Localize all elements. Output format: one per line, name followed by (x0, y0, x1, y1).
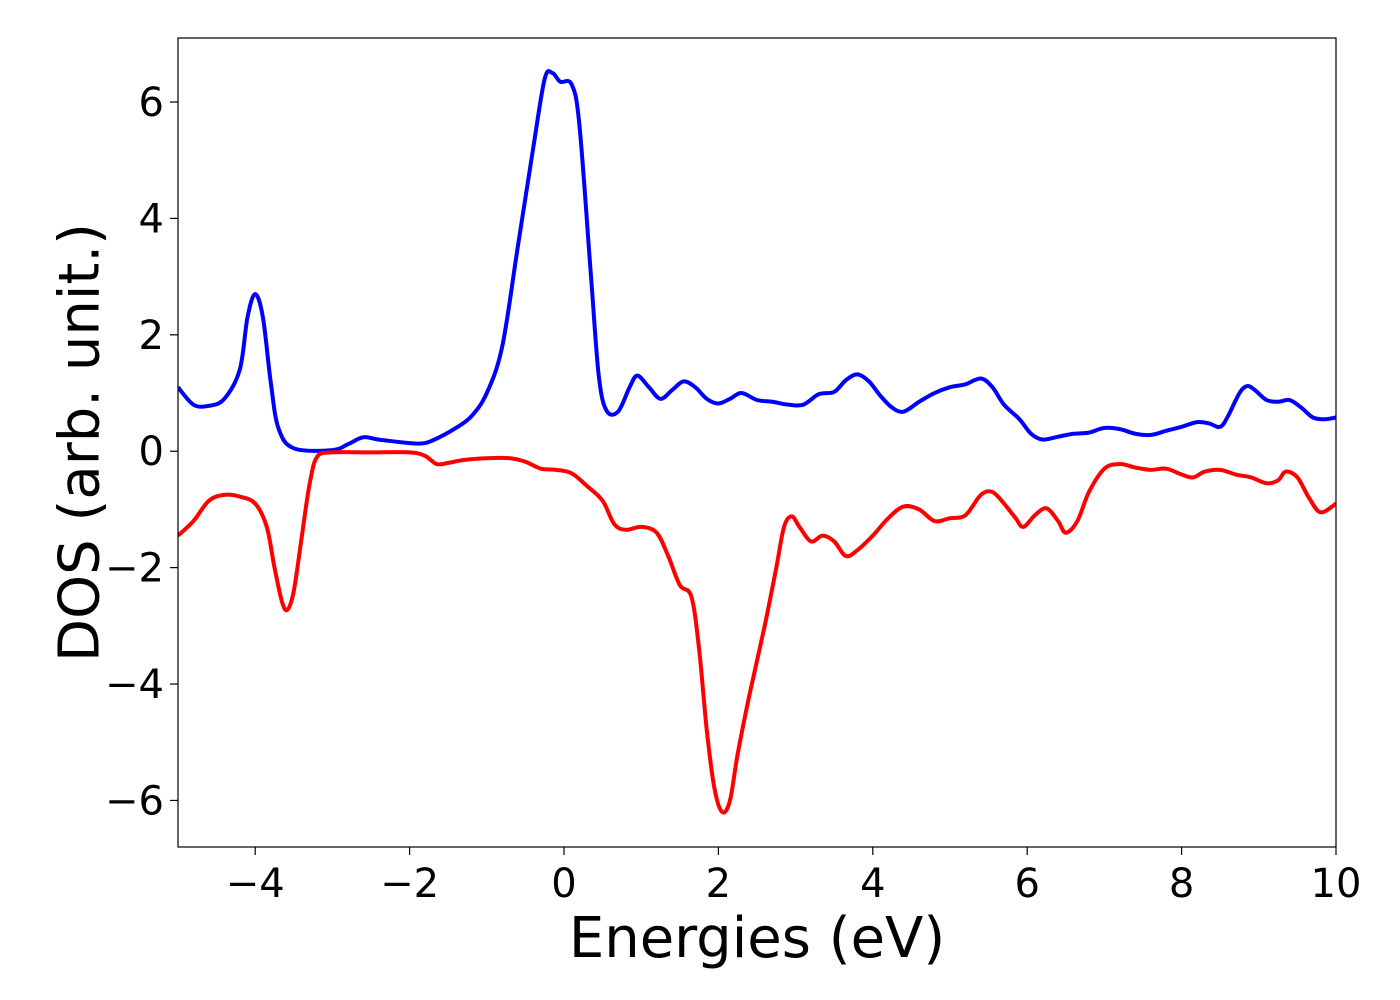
x-tick-label: −4 (226, 861, 285, 907)
x-tick-label: 2 (706, 861, 731, 907)
y-tick-label: −2 (105, 546, 164, 592)
y-tick-label: 0 (139, 429, 164, 475)
x-axis-label: Energies (eV) (569, 906, 945, 971)
x-tick-label: −2 (380, 861, 439, 907)
y-tick-label: −6 (105, 778, 164, 824)
y-tick-label: 2 (139, 313, 164, 359)
x-tick-label: 8 (1169, 861, 1194, 907)
x-tick-label: 6 (1014, 861, 1039, 907)
x-tick-label: 4 (860, 861, 885, 907)
plot-frame (177, 37, 1337, 848)
x-axis: −4 −2 0 2 4 6 8 10 (226, 847, 1362, 907)
x-tick-label: 10 (1311, 861, 1362, 907)
y-axis: −6 −4 −2 0 2 4 6 (105, 80, 178, 824)
y-tick-label: 4 (139, 196, 164, 242)
series-line-1 (178, 68, 1336, 453)
y-tick-label: 6 (139, 80, 164, 126)
y-tick-label: −4 (105, 662, 164, 708)
y-axis-label: DOS (arb. unit.) (48, 223, 113, 662)
x-tick-label: 0 (551, 861, 576, 907)
series-layer (178, 68, 1336, 815)
series-line-2 (178, 450, 1336, 815)
